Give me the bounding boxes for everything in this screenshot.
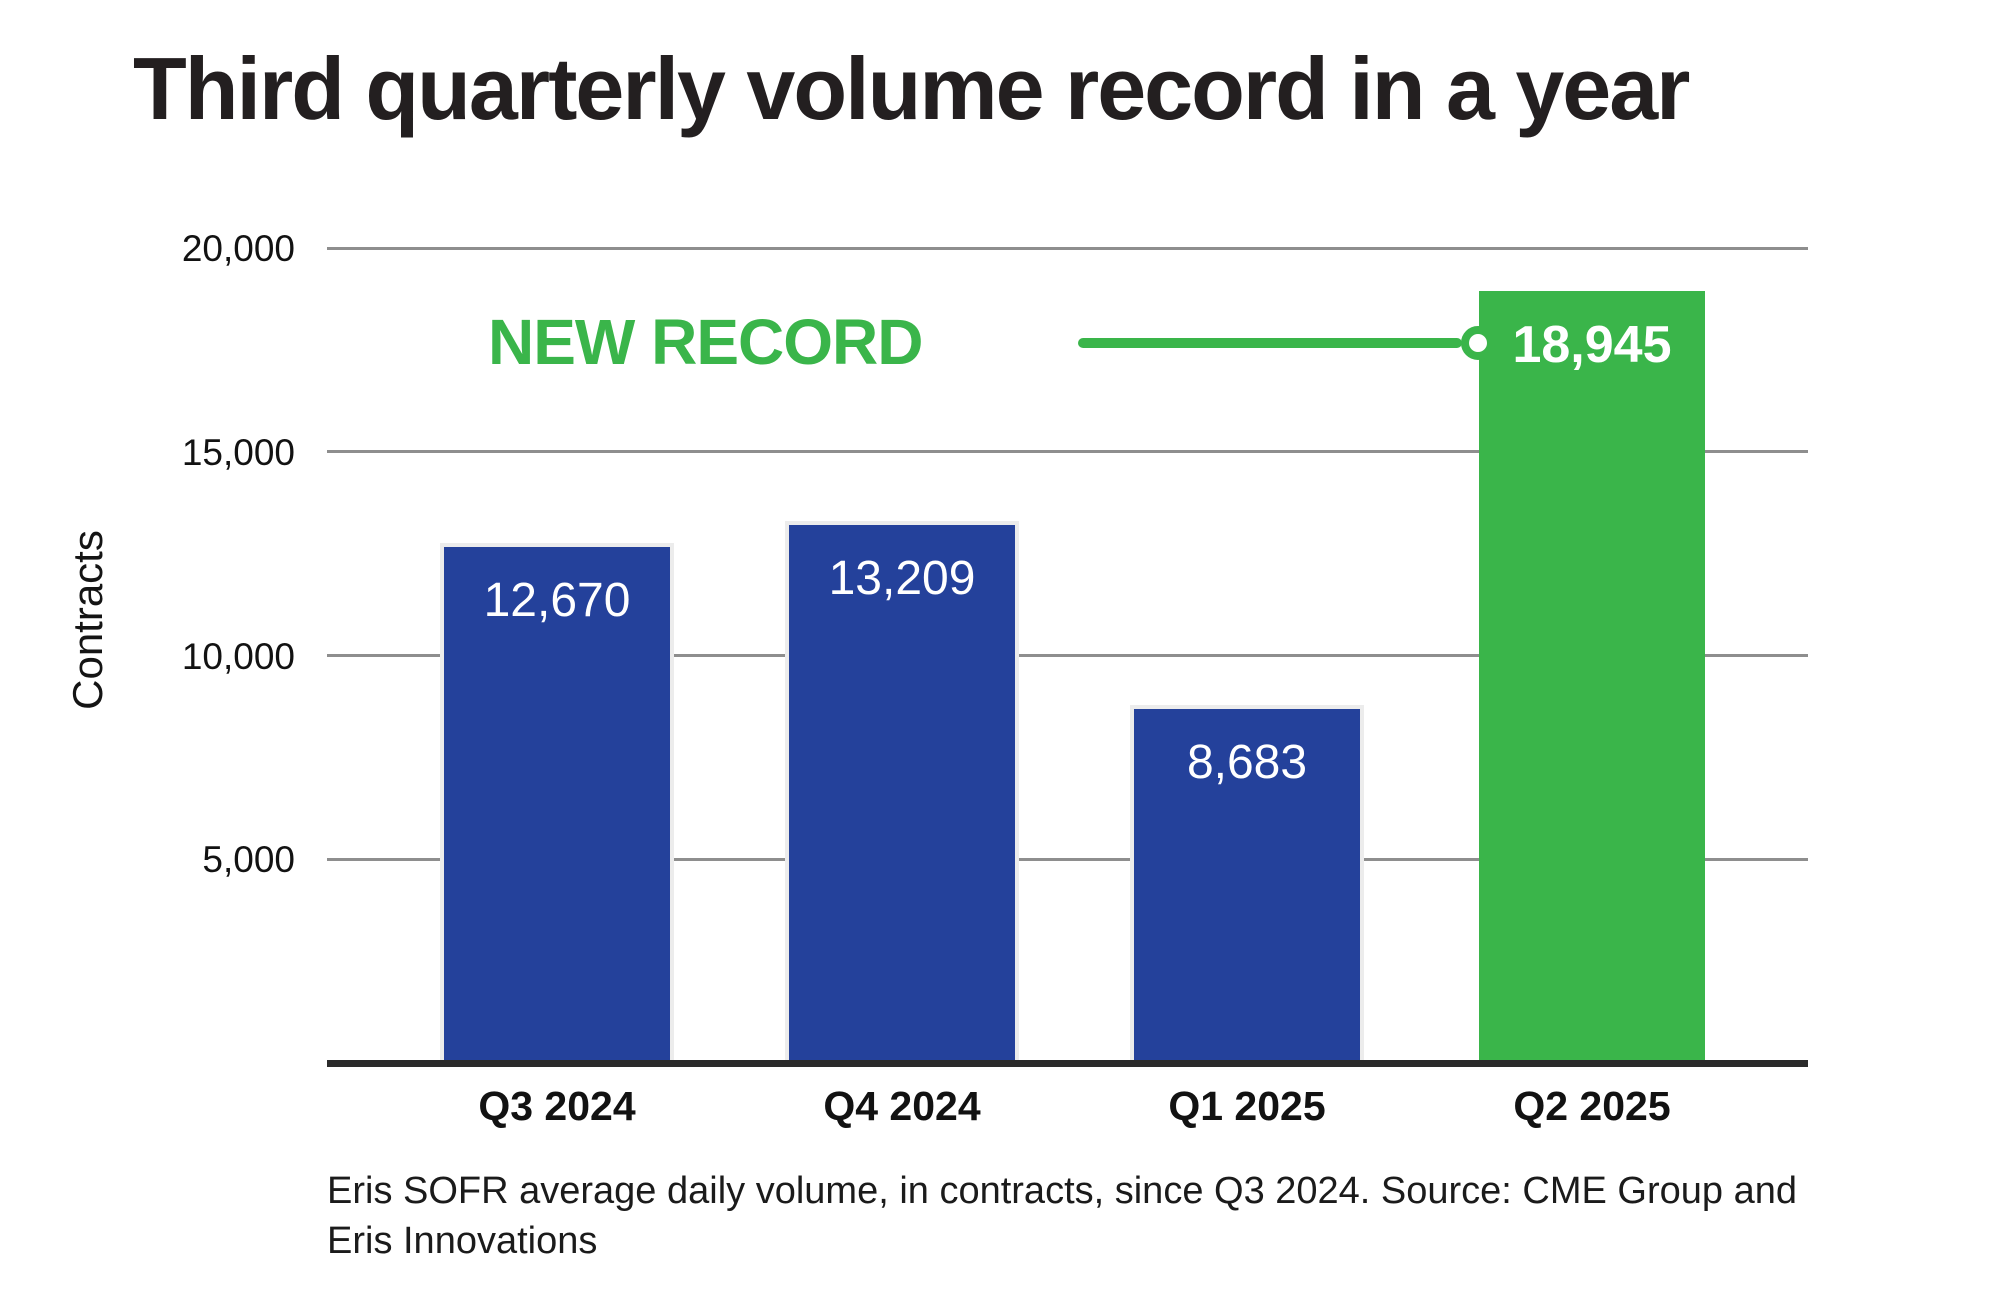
- bar-q1-2025: [1134, 709, 1360, 1063]
- bar-value-label: 18,945: [1512, 315, 1672, 374]
- gridline-10000: [327, 654, 1808, 657]
- bar-q3-2024: [444, 546, 670, 1063]
- bar-value-label: 8,683: [1186, 736, 1308, 790]
- annotation-connector-line: [1078, 337, 1462, 348]
- source-caption: Eris SOFR average daily volume, in contr…: [327, 1166, 1797, 1266]
- y-tick-label: 5,000: [202, 839, 295, 881]
- x-tick-label: Q2 2025: [1513, 1083, 1671, 1129]
- gridline-15000: [327, 450, 1808, 454]
- caption-line-2: Eris Innovations: [327, 1220, 598, 1263]
- gridline-20000: [327, 246, 1808, 250]
- y-tick-label: 10,000: [181, 635, 295, 677]
- new-record-annotation: NEW RECORD: [488, 305, 923, 378]
- bar-value-label: 12,670: [483, 573, 631, 627]
- x-axis-line: [327, 1060, 1808, 1067]
- y-tick-label: 20,000: [181, 228, 295, 269]
- caption-line-1: Eris SOFR average daily volume, in contr…: [327, 1170, 1797, 1212]
- annotation-connector-dot-icon: [1461, 325, 1495, 360]
- bar-value-label: 13,209: [828, 551, 976, 605]
- y-axis-title: Contracts: [64, 530, 111, 710]
- x-tick-label: Q1 2025: [1168, 1083, 1326, 1129]
- bar-q4-2024: [789, 524, 1015, 1063]
- gridline-5000: [327, 857, 1808, 861]
- y-tick-label: 15,000: [181, 431, 295, 473]
- x-tick-label: Q3 2024: [478, 1083, 636, 1129]
- bar-q2-2025: [1479, 290, 1705, 1063]
- chart-title: Third quarterly volume record in a year: [133, 39, 1690, 138]
- x-tick-label: Q4 2024: [823, 1083, 981, 1129]
